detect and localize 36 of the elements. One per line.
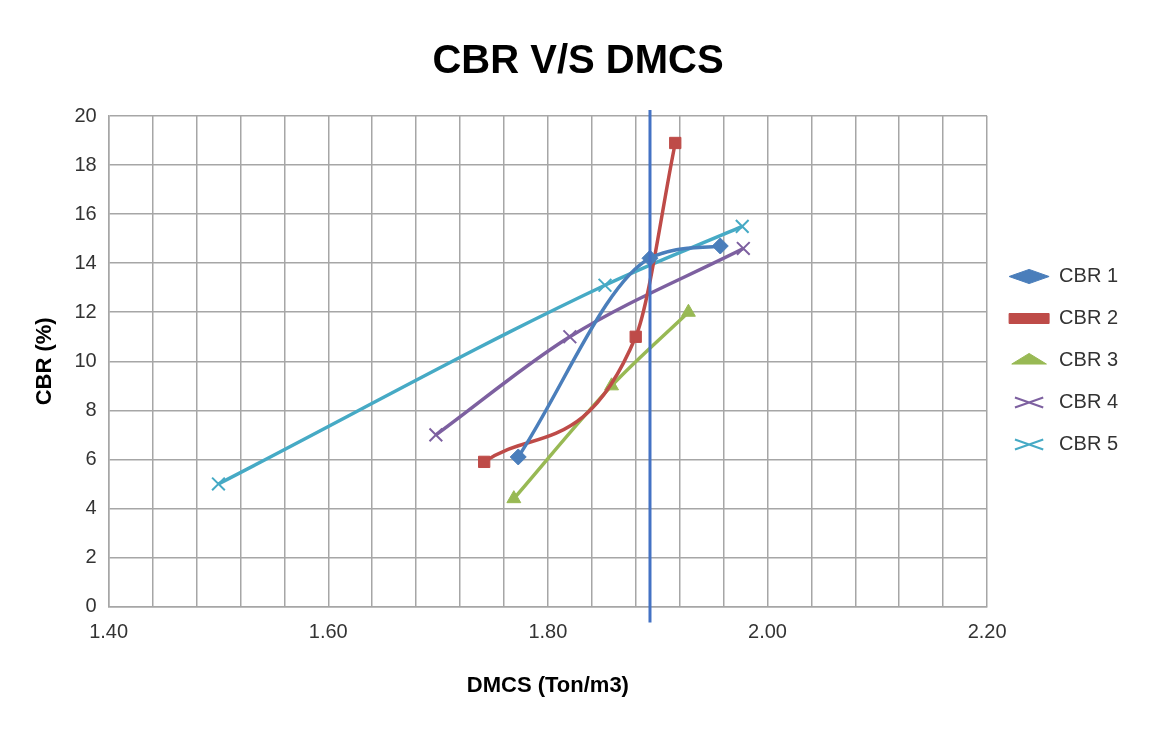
- x-tick-label: 1.60: [308, 620, 348, 643]
- chart-title: CBR V/S DMCS: [432, 37, 724, 82]
- point: [629, 330, 642, 343]
- point: [734, 219, 750, 234]
- x-tick-label: 1.40: [89, 620, 129, 643]
- legend-label: CBR 4: [1059, 390, 1118, 413]
- y-tick-label: 18: [74, 152, 97, 175]
- point: [509, 448, 527, 466]
- y-tick-label: 6: [85, 446, 97, 469]
- point: [735, 241, 751, 256]
- point: [562, 329, 578, 345]
- point: [711, 237, 729, 255]
- x-axis-title: DMCS (Ton/m3): [466, 671, 629, 697]
- y-tick-label: 10: [74, 348, 97, 371]
- y-tick-label: 16: [74, 201, 97, 224]
- point: [597, 277, 613, 293]
- legend-label: CBR 1: [1059, 264, 1118, 287]
- x-tick-label: 1.80: [528, 620, 568, 643]
- x-tick-label: 2.20: [967, 620, 1007, 643]
- point: [669, 136, 682, 150]
- y-tick-label: 0: [85, 594, 97, 617]
- legend-label: CBR 2: [1059, 306, 1118, 329]
- y-tick-label: 12: [74, 299, 97, 322]
- y-axis-title: CBR (%): [31, 317, 57, 406]
- point: [506, 490, 522, 504]
- legend-label: CBR 3: [1059, 348, 1118, 371]
- point: [428, 427, 444, 443]
- y-tick-label: 4: [85, 496, 97, 518]
- y-tick-label: 2: [85, 545, 97, 568]
- y-tick-label: 20: [74, 103, 97, 126]
- y-tick-label: 8: [85, 397, 97, 420]
- legend-label: CBR 5: [1059, 432, 1118, 455]
- x-tick-label: 2.00: [748, 620, 787, 643]
- point: [478, 455, 491, 469]
- y-tick-label: 14: [74, 250, 97, 273]
- point: [211, 476, 226, 492]
